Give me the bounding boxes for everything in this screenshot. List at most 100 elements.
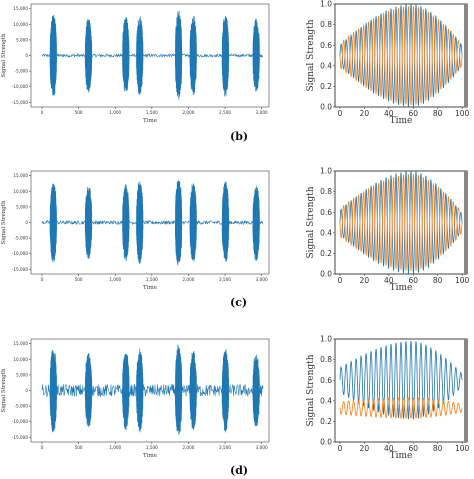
signal-burst xyxy=(221,349,230,433)
y-tick-label: 10,000 xyxy=(13,189,28,194)
x-tick-label: 0 xyxy=(41,110,44,115)
x-tick-label: 60 xyxy=(408,276,418,285)
y-tick-label: 0.8 xyxy=(320,355,332,364)
y-tick-label: 0.6 xyxy=(320,208,332,217)
chart-b-right: 0 20 40 60 80 100 0.0 0.2 0.4 0.6 0.8 1.0 Time Signal… xyxy=(306,0,469,126)
y-tick-label: -10,000 xyxy=(12,251,28,256)
y-tick-label: 0.6 xyxy=(320,376,332,385)
x-tick-label: 3,000 xyxy=(256,277,268,282)
y-tick-label: 0.0 xyxy=(320,103,332,112)
y-axis-label: Signal Strength xyxy=(1,33,7,78)
y-axis-label: Signal Strength xyxy=(1,200,7,245)
signal-burst xyxy=(84,186,93,259)
signal-burst xyxy=(84,18,93,93)
signal-burst xyxy=(189,16,197,95)
y-tick-label: 5,000 xyxy=(16,372,28,377)
x-tick-label: 20 xyxy=(360,109,370,118)
y-tick-label: -15,000 xyxy=(12,100,28,105)
y-tick-label: 10,000 xyxy=(13,357,28,362)
chart-d-left: 0 500 1,000 1,500 2,000 2,500 3,000 15,000 10,00… xyxy=(1,338,270,459)
x-tick-label: 0 xyxy=(337,276,342,285)
x-tick-label: 80 xyxy=(433,444,443,453)
signal-burst xyxy=(84,353,93,427)
y-tick-label: 0 xyxy=(25,220,28,225)
y-axis-label: Signal Strength xyxy=(1,368,7,413)
y-tick-label: 5,000 xyxy=(16,37,28,42)
x-tick-label: 500 xyxy=(75,110,83,115)
signal-burst xyxy=(49,14,57,96)
signal-burst xyxy=(136,16,144,95)
y-tick-label: 15,000 xyxy=(13,173,28,178)
caption-b: (b) xyxy=(230,130,249,143)
y-axis-label: Signal Strength xyxy=(306,354,316,426)
y-tick-label: -15,000 xyxy=(12,435,28,440)
x-tick-label: 1,000 xyxy=(109,445,121,450)
x-axis-label: Time xyxy=(143,285,157,291)
caption-c: (c) xyxy=(230,296,248,309)
x-tick-label: 1,500 xyxy=(146,277,158,282)
x-axis-label: Time xyxy=(143,118,157,124)
x-tick-label: 0 xyxy=(337,109,342,118)
x-tick-label: 20 xyxy=(360,276,370,285)
signal-burst xyxy=(174,180,183,266)
x-tick-label: 500 xyxy=(75,445,83,450)
y-tick-label: 1.0 xyxy=(320,0,332,9)
y-tick-label: 0.4 xyxy=(320,61,332,70)
x-tick-label: 0 xyxy=(337,444,342,453)
x-tick-label: 80 xyxy=(433,109,443,118)
signal-burst xyxy=(189,183,197,262)
caption-d: (d) xyxy=(230,464,249,477)
signal-burst xyxy=(49,349,57,433)
oscillation-series-orange xyxy=(339,396,463,420)
x-tick-label: 3,000 xyxy=(256,445,268,450)
x-tick-label: 80 xyxy=(433,276,443,285)
chart-d-right: 0 20 40 60 80 100 0.0 0.2 0.4 0.6 0.8 1.0 Time Signal… xyxy=(306,335,469,461)
x-tick-label: 1,500 xyxy=(146,110,158,115)
x-tick-label: 0 xyxy=(41,445,44,450)
signal-burst xyxy=(174,344,183,435)
y-tick-label: -5,000 xyxy=(15,404,29,409)
y-axis-label: Signal Strength xyxy=(306,19,316,91)
signal-burst xyxy=(49,183,57,263)
x-tick-label: 0 xyxy=(41,277,44,282)
signal-burst xyxy=(122,353,130,430)
edge-bar xyxy=(464,4,468,107)
signal-burst xyxy=(252,185,260,261)
signal-burst xyxy=(221,16,230,97)
x-tick-label: 3,000 xyxy=(256,110,268,115)
signal-burst xyxy=(174,10,183,100)
signal-burst xyxy=(221,181,230,262)
y-tick-label: 0.0 xyxy=(320,270,332,279)
baseline-noise-series xyxy=(41,219,264,226)
baseline-noise-series xyxy=(41,52,264,59)
x-tick-label: 1,000 xyxy=(109,277,121,282)
oscillation-series-blue xyxy=(339,170,463,274)
x-tick-label: 100 xyxy=(455,444,470,453)
y-tick-label: 0.8 xyxy=(320,187,332,196)
y-tick-label: 0 xyxy=(25,53,28,58)
x-tick-label: 2,500 xyxy=(219,110,231,115)
x-tick-label: 40 xyxy=(384,109,394,118)
y-tick-label: 1.0 xyxy=(320,335,332,344)
y-tick-label: 15,000 xyxy=(13,6,28,11)
oscillation-series-orange xyxy=(339,6,463,105)
x-tick-label: 20 xyxy=(360,444,370,453)
x-tick-label: 40 xyxy=(384,444,394,453)
x-tick-label: 60 xyxy=(408,444,418,453)
x-tick-label: 60 xyxy=(408,109,418,118)
y-tick-label: 0.2 xyxy=(320,82,332,91)
y-axis-label: Signal Strength xyxy=(306,186,316,258)
signal-burst xyxy=(252,18,260,92)
x-tick-label: 500 xyxy=(75,277,83,282)
edge-bar xyxy=(464,171,468,274)
y-tick-label: 1.0 xyxy=(320,167,332,176)
y-tick-label: 0.8 xyxy=(320,20,332,29)
y-tick-label: -10,000 xyxy=(12,84,28,89)
x-tick-label: 2,000 xyxy=(182,110,194,115)
x-axis-label: Time xyxy=(143,453,157,459)
baseline-noise-series xyxy=(41,383,264,398)
signal-burst xyxy=(252,354,260,427)
oscillation-series-blue xyxy=(339,341,463,420)
y-tick-label: 0 xyxy=(25,388,28,393)
